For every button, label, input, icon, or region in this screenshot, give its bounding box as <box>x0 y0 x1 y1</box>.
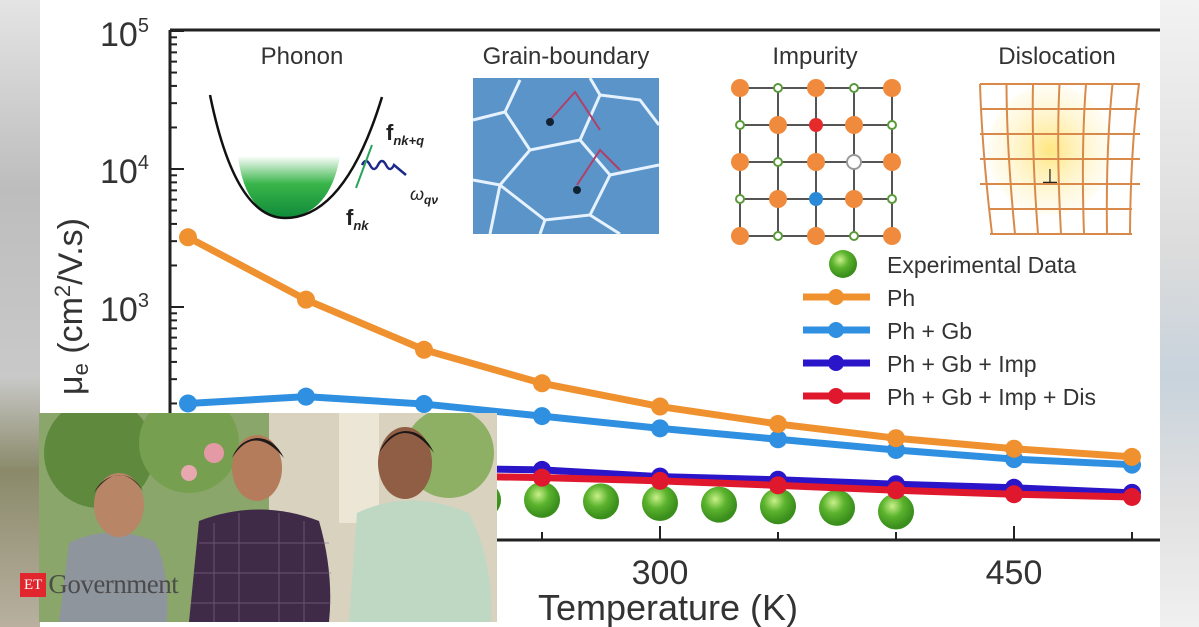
phonon-label-fnk: fnk <box>346 205 369 233</box>
legend-item: Ph + Gb + Imp + Dis <box>803 384 1096 410</box>
y-tick-label-1e4: 104 <box>100 152 149 191</box>
series-point <box>533 374 551 393</box>
blurred-background-right <box>1160 0 1199 627</box>
series-point <box>179 228 197 247</box>
legend-label: Experimental Data <box>887 252 1076 278</box>
series-point <box>1123 447 1141 466</box>
inset-dislocation: Dislocation ⊥ <box>979 43 1140 235</box>
legend-marker <box>829 250 857 278</box>
series-point <box>769 476 787 495</box>
et-government-logo: ET Government <box>20 569 179 600</box>
series-ph-gb <box>179 387 1141 474</box>
legend-marker <box>828 355 844 371</box>
phonon-band-curve <box>208 94 384 220</box>
svg-text:⊥: ⊥ <box>1041 166 1058 188</box>
y-tick-label-1e5: 105 <box>100 15 149 54</box>
legend-label: Ph + Gb + Imp <box>887 351 1037 377</box>
series-point <box>297 290 315 309</box>
series-ph <box>179 228 1141 466</box>
experimental-point <box>760 488 796 525</box>
y-tick-label-1e3: 103 <box>100 290 149 329</box>
inset-phonon: Phonon fnk+q ωqν fnk <box>208 43 438 233</box>
person-middle <box>189 509 331 622</box>
experimental-point <box>642 484 678 521</box>
legend-marker <box>828 388 844 404</box>
series-point <box>651 471 669 490</box>
y-axis-label: μe (cm2/V.s) <box>50 218 93 395</box>
experimental-point <box>878 493 914 530</box>
x-tick-label-450: 450 <box>986 554 1043 592</box>
legend-marker <box>828 322 844 338</box>
series-point <box>769 414 787 433</box>
series-point <box>1123 487 1141 506</box>
phonon-label-omega: ωqν <box>410 184 438 207</box>
y-tick-labels: 105 104 103 <box>100 15 149 329</box>
series-point <box>297 387 315 406</box>
inset-grain-boundary: Grain-boundary <box>472 43 661 236</box>
legend-label: Ph + Gb + Imp + Dis <box>887 384 1096 410</box>
inset-title-grain-boundary: Grain-boundary <box>483 43 650 70</box>
series-point <box>179 394 197 413</box>
legend: Experimental Data Ph Ph + Gb Ph + Gb + Imp P… <box>803 250 1096 410</box>
legend-item: Ph + Gb + Imp <box>803 351 1037 377</box>
inset-title-impurity: Impurity <box>772 43 857 70</box>
legend-label: Ph <box>887 285 915 311</box>
logo-et-badge: ET <box>20 572 47 597</box>
series-point <box>651 419 669 438</box>
series-point <box>1005 439 1023 458</box>
phonon-label-fnkq: fnk+q <box>386 120 424 148</box>
phonon-band-fill <box>238 156 340 218</box>
experimental-point <box>583 483 619 520</box>
series-point <box>415 340 433 359</box>
person-right <box>349 500 492 622</box>
legend-marker <box>828 289 844 305</box>
phonon-wave <box>360 159 407 176</box>
x-axis-label: Temperature (K) <box>538 587 798 627</box>
experimental-point <box>819 489 855 526</box>
person-left <box>59 532 168 622</box>
experimental-point <box>701 486 737 523</box>
legend-item: Ph + Gb <box>803 318 972 344</box>
inset-impurity: Impurity <box>731 43 901 245</box>
experimental-point <box>524 481 560 518</box>
x-tick-label-300: 300 <box>632 554 689 592</box>
series-point <box>651 397 669 416</box>
logo-wordmark: Government <box>48 569 179 599</box>
legend-item: Experimental Data <box>829 250 1076 278</box>
phonon-arrow <box>355 144 373 189</box>
series-point <box>887 429 905 448</box>
inset-title-phonon: Phonon <box>261 43 344 70</box>
series-point <box>415 395 433 414</box>
series-point <box>1005 485 1023 504</box>
team-photo <box>39 413 497 622</box>
legend-label: Ph + Gb <box>887 318 972 344</box>
legend-item: Ph <box>803 285 915 311</box>
series-point <box>769 430 787 449</box>
series-point <box>887 481 905 500</box>
series-point <box>533 407 551 426</box>
series-point <box>533 468 551 487</box>
inset-title-dislocation: Dislocation <box>998 43 1115 70</box>
blurred-background-left <box>0 0 40 627</box>
